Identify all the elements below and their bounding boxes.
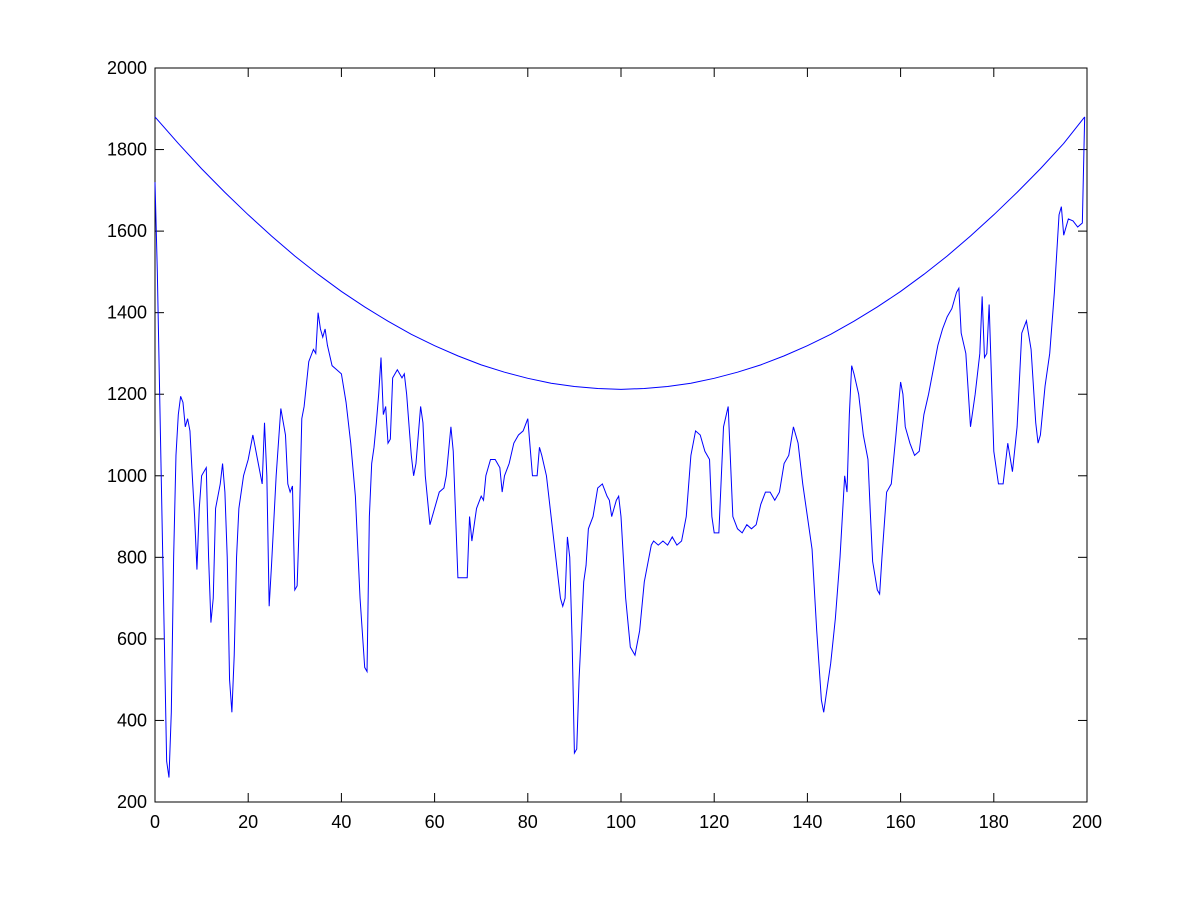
data-line [154,116,1086,778]
x-tick-label: 60 [425,812,445,832]
x-tick-label: 40 [331,812,351,832]
y-tick-label: 600 [117,629,147,649]
x-tick-label: 140 [792,812,822,832]
data-line [154,116,1086,390]
x-tick-label: 120 [699,812,729,832]
y-tick-label: 800 [117,547,147,567]
y-tick-label: 1400 [107,303,147,323]
x-tick-label: 20 [238,812,258,832]
y-tick-label: 400 [117,710,147,730]
x-tick-label: 80 [518,812,538,832]
x-tick-label: 200 [1072,812,1102,832]
y-tick-label: 200 [117,792,147,812]
x-tick-label: 180 [979,812,1009,832]
y-tick-label: 1000 [107,466,147,486]
x-tick-label: 0 [150,812,160,832]
y-tick-label: 1800 [107,140,147,160]
x-tick-label: 160 [886,812,916,832]
y-tick-label: 1200 [107,384,147,404]
y-tick-label: 1600 [107,221,147,241]
plot-frame [154,67,1088,803]
y-tick-label: 2000 [107,58,147,78]
x-tick-label: 100 [606,812,636,832]
